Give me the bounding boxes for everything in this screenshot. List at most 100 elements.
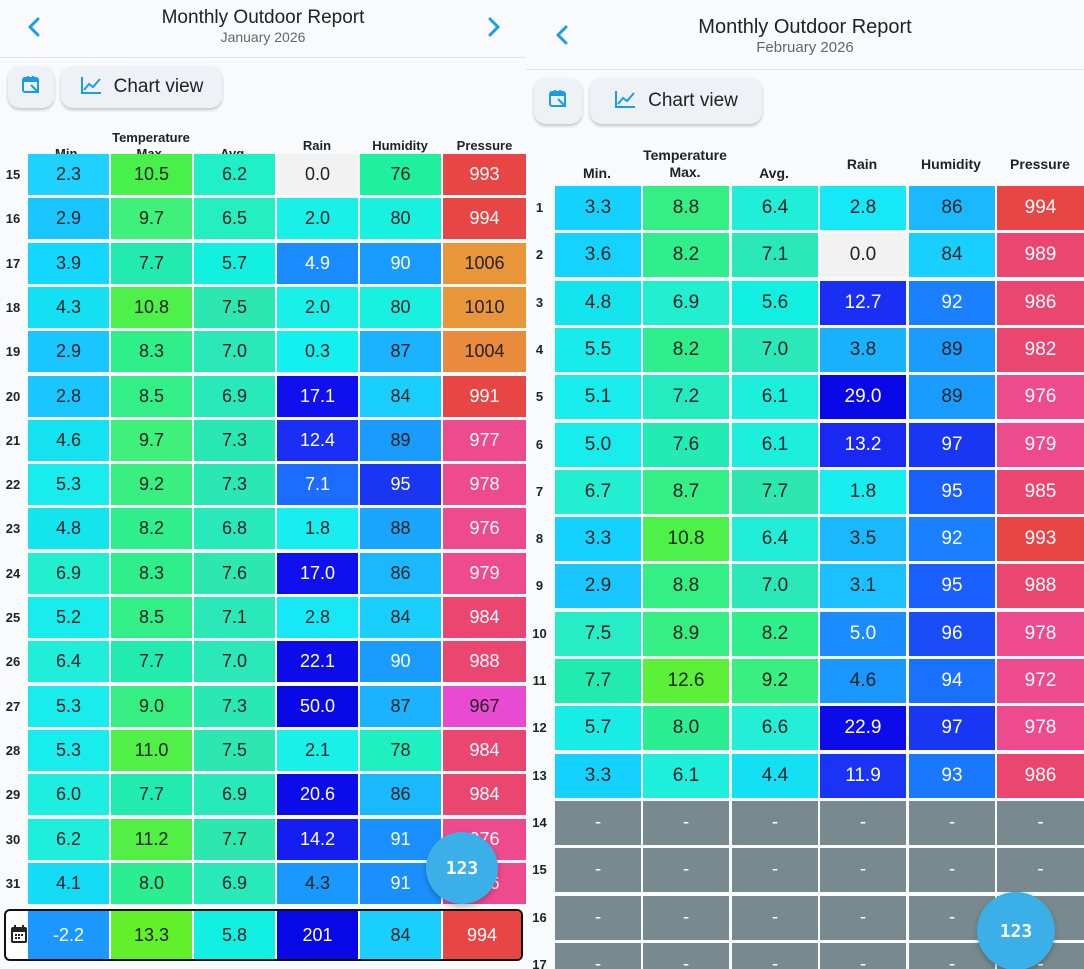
date-select-button[interactable] <box>534 78 582 124</box>
cell-min: 5.7 <box>555 706 641 751</box>
table-row: 5 5.1 7.2 6.1 29.0 89 976 <box>526 375 1084 420</box>
chevron-left-icon[interactable] <box>554 24 570 46</box>
cell-min: 6.0 <box>28 774 109 816</box>
cell-rain: 1.8 <box>277 508 358 550</box>
cell-pressure: 993 <box>443 154 526 195</box>
cell-min: 6.2 <box>28 818 109 860</box>
cell-min: 6.4 <box>28 641 109 683</box>
chevron-left-icon[interactable] <box>26 16 42 38</box>
table-row: 26 6.4 7.7 7.0 22.1 90 988 <box>0 641 526 683</box>
cell-humidity: 91 <box>360 818 441 860</box>
cell-min: 3.6 <box>555 233 641 278</box>
table-row: 2 3.6 8.2 7.1 0.0 84 989 <box>526 233 1084 278</box>
cell-avg: 7.7 <box>194 818 275 860</box>
cell-pressure: 984 <box>443 729 526 771</box>
day-label: 16 <box>5 211 21 227</box>
cell-pressure: 985 <box>997 469 1084 514</box>
cell-avg: 7.5 <box>194 286 275 328</box>
cell-avg: 7.0 <box>194 641 275 683</box>
cell-humidity: 86 <box>909 186 995 230</box>
table-row: 16 2.9 9.7 6.5 2.0 80 994 <box>0 198 526 240</box>
numeric-view-button[interactable]: 123 <box>977 892 1055 969</box>
cell-rain: 5.0 <box>820 611 906 656</box>
cell-max: 8.0 <box>111 862 192 904</box>
table-row: 21 4.6 9.7 7.3 12.4 89 977 <box>0 419 526 461</box>
line-chart-icon <box>80 75 102 100</box>
cell-max: 8.5 <box>111 597 192 638</box>
chart-view-label: Chart view <box>648 90 738 111</box>
cell-min: 3.3 <box>555 186 641 230</box>
table-row: 22 5.3 9.2 7.3 7.1 95 978 <box>0 464 526 506</box>
table-row: 3 4.8 6.9 5.6 12.7 92 986 <box>526 280 1084 325</box>
table-row: 27 5.3 9.0 7.3 50.0 87 967 <box>0 685 526 727</box>
report-header: Monthly Outdoor Report February 2026 <box>526 0 1084 70</box>
day-label: 4 <box>535 341 544 357</box>
table-row: 8 3.3 10.8 6.4 3.5 92 993 <box>526 517 1084 562</box>
cell-humidity: 95 <box>360 464 441 506</box>
calendar-select-icon <box>20 74 42 101</box>
cell-rain: 20.6 <box>277 774 358 816</box>
cell-rain: 2.0 <box>277 286 358 328</box>
cell-humidity: 78 <box>360 729 441 771</box>
cell-pressure: 977 <box>443 419 526 461</box>
day-label: 15 <box>532 862 547 878</box>
cell-humidity: - <box>909 848 995 893</box>
cell-humidity: 92 <box>909 280 995 325</box>
cell-pressure: 976 <box>997 375 1084 420</box>
day-label: 10 <box>532 625 547 641</box>
cell-min: 5.3 <box>28 685 109 727</box>
numeric-view-button[interactable]: 123 <box>426 832 498 904</box>
cell-rain: 1.8 <box>820 469 906 514</box>
chart-view-button[interactable]: Chart view <box>590 78 762 124</box>
cell-pressure: 967 <box>443 685 526 727</box>
cell-max: 8.2 <box>111 508 192 550</box>
cell-max: 10.5 <box>111 154 192 195</box>
cell-humidity: 95 <box>909 564 995 609</box>
cell-avg: 7.1 <box>732 233 818 278</box>
cell-avg: 9.2 <box>732 659 818 703</box>
cell-avg: 7.3 <box>194 419 275 461</box>
cell-pressure: 1006 <box>443 242 526 284</box>
cell-avg: 6.2 <box>194 154 275 195</box>
summary-cell-max: 13.3 <box>111 911 192 959</box>
day-label: 19 <box>5 344 21 360</box>
line-chart-icon <box>614 89 636 114</box>
cell-max: 8.7 <box>643 469 729 514</box>
cell-max: 8.2 <box>643 327 729 372</box>
cell-pressure: 978 <box>997 611 1084 656</box>
cell-min: 5.0 <box>555 422 641 467</box>
cell-avg: 6.5 <box>194 198 275 240</box>
cell-pressure: 991 <box>443 375 526 417</box>
day-label: 18 <box>5 299 21 315</box>
table-row: 13 3.3 6.1 4.4 11.9 93 986 <box>526 753 1084 798</box>
day-label: 22 <box>5 477 21 493</box>
chart-view-button[interactable]: Chart view <box>61 66 222 108</box>
date-select-button[interactable] <box>8 66 54 108</box>
cell-avg: - <box>732 848 818 893</box>
table-row: 10 7.5 8.9 8.2 5.0 96 978 <box>526 611 1084 656</box>
chevron-right-icon[interactable] <box>486 16 502 38</box>
day-label: 5 <box>535 389 544 405</box>
day-label: 13 <box>532 767 547 783</box>
cell-min: 5.3 <box>28 729 109 771</box>
cell-avg: - <box>732 895 818 940</box>
table-row: 18 4.3 10.8 7.5 2.0 80 1010 <box>0 286 526 328</box>
table-row: 12 5.7 8.0 6.6 22.9 97 978 <box>526 706 1084 751</box>
cell-pressure: 986 <box>997 280 1084 325</box>
cell-rain: 12.7 <box>820 280 906 325</box>
cell-max: - <box>643 800 729 845</box>
cell-rain: 12.4 <box>277 419 358 461</box>
day-label: 2 <box>535 247 544 263</box>
day-label: 8 <box>535 531 544 547</box>
cell-rain: 3.1 <box>820 564 906 609</box>
cell-max: 9.2 <box>111 464 192 506</box>
table-row: 15 2.3 10.5 6.2 0.0 76 993 <box>0 154 526 195</box>
cell-max: 8.0 <box>643 706 729 751</box>
cell-min: 2.9 <box>28 331 109 373</box>
column-header-temperature: Temperature <box>112 130 190 145</box>
cell-pressure: 986 <box>997 753 1084 798</box>
cell-avg: 7.5 <box>194 729 275 771</box>
cell-pressure: - <box>997 848 1084 893</box>
cell-avg: 5.7 <box>194 242 275 284</box>
day-label: 14 <box>532 814 547 830</box>
